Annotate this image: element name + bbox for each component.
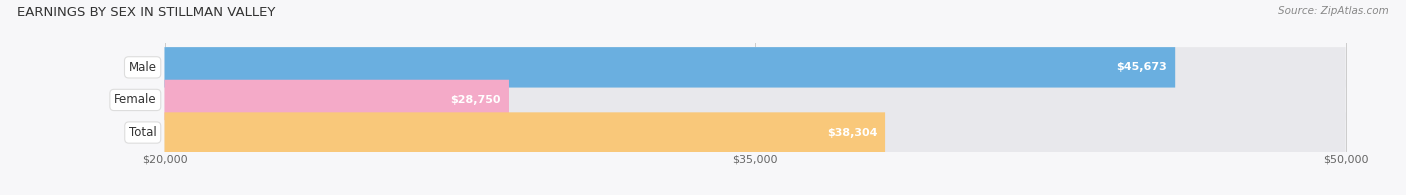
Text: $28,750: $28,750 xyxy=(450,95,501,105)
Text: Total: Total xyxy=(129,126,156,139)
FancyBboxPatch shape xyxy=(165,47,1175,88)
FancyBboxPatch shape xyxy=(165,80,509,120)
Text: Source: ZipAtlas.com: Source: ZipAtlas.com xyxy=(1278,6,1389,16)
Text: Female: Female xyxy=(114,93,156,106)
FancyBboxPatch shape xyxy=(165,112,886,153)
Text: EARNINGS BY SEX IN STILLMAN VALLEY: EARNINGS BY SEX IN STILLMAN VALLEY xyxy=(17,6,276,19)
FancyBboxPatch shape xyxy=(165,112,1346,153)
FancyBboxPatch shape xyxy=(165,80,1346,120)
Text: Male: Male xyxy=(128,61,156,74)
Text: $38,304: $38,304 xyxy=(827,128,877,137)
FancyBboxPatch shape xyxy=(165,47,1346,88)
Text: $45,673: $45,673 xyxy=(1116,62,1167,72)
